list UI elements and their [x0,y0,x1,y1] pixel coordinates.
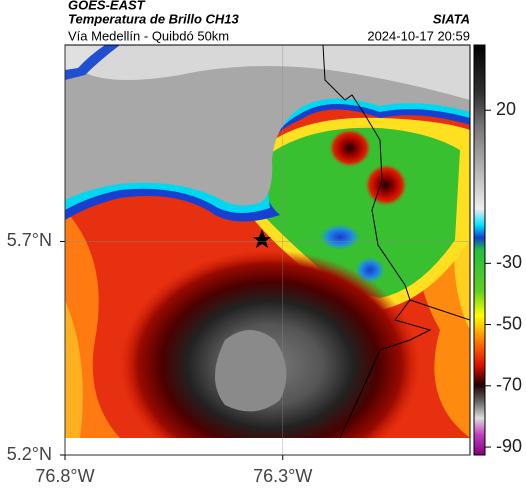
colorbar-tick-label: -90 [496,436,522,456]
colorbar-tick-label: -50 [496,313,522,333]
lat-tick-label: 5.2°N [7,444,52,464]
datetime: 2024-10-17 20:59 [367,28,470,43]
source: GOES-EAST [68,0,146,12]
location-marker [253,229,271,248]
colorbar-tick-label: 20 [496,99,516,119]
lon-tick-label: 76.3°W [253,466,312,486]
title: Temperatura de Brillo CH13 [68,11,240,26]
lon-tick-label: 76.8°W [35,466,94,486]
brand: SIATA [433,11,470,26]
colorbar [473,44,486,456]
colorbar-tick-label: -30 [496,252,522,272]
satellite-image [65,45,470,438]
lat-tick-label: 5.7°N [7,230,52,250]
colorbar-tick-label: -70 [496,375,522,395]
subtitle: Vía Medellín - Quibdó 50km [68,28,229,43]
